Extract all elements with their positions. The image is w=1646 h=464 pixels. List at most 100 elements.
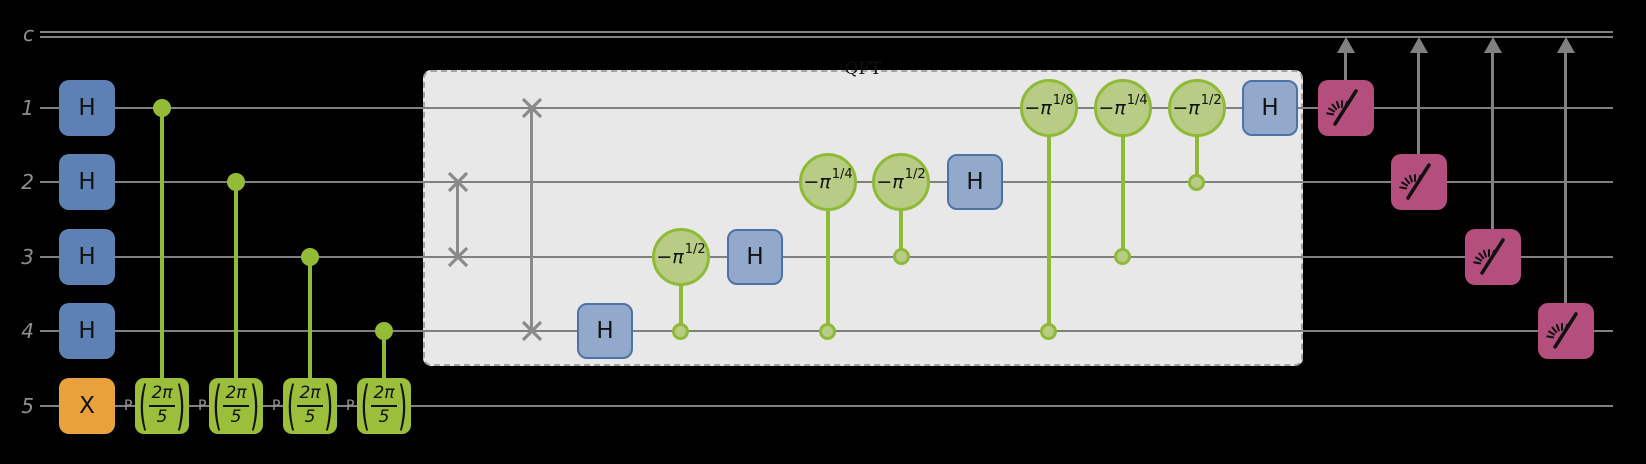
- hadamard-gate-qft-q3: H: [727, 229, 783, 285]
- cp-gate-line: [679, 257, 683, 333]
- fraction-bar: [149, 404, 175, 408]
- measure-arrow-icon: [1410, 37, 1428, 53]
- cp-gate-line: [1047, 108, 1051, 332]
- measure-arrow-icon: [1484, 37, 1502, 53]
- measure-gate-q2: [1391, 154, 1447, 210]
- cp-gate-label: −π: [1172, 97, 1200, 119]
- phase-control-dot: [672, 323, 689, 340]
- cp-gate-label: −π: [656, 246, 684, 268]
- cp-gate-exponent: 1/4: [1126, 92, 1148, 108]
- control-dot-q2: [227, 173, 245, 191]
- qubit-5-wire: [40, 405, 1613, 407]
- qubit-1-wire: [40, 107, 1613, 109]
- phase-gate-1: P ( 2π 5 ): [124, 375, 189, 437]
- phase-control-dot: [1114, 248, 1131, 265]
- cp-gate-label: −π: [1024, 97, 1052, 119]
- measure-gate-q3: [1465, 229, 1521, 285]
- measure-icon: [1326, 89, 1358, 126]
- cp-gate-line: [899, 182, 903, 258]
- qubit-1-label: 1: [21, 96, 34, 120]
- controlled-phase-gate: −π 1/2: [1168, 79, 1226, 137]
- phase-fraction-denominator: 5: [230, 406, 242, 427]
- phase-gate-name: P: [272, 398, 281, 414]
- phase-gate-3: P ( 2π 5 ): [272, 375, 337, 437]
- open-paren: (: [138, 375, 148, 437]
- measure-icon: [1546, 312, 1578, 349]
- hadamard-gate-qft-q2: H: [947, 154, 1003, 210]
- control-dot-q3: [301, 248, 319, 266]
- phase-control-dot: [1040, 323, 1057, 340]
- swap-gate-line: [530, 108, 533, 332]
- cp-control-line: [382, 331, 386, 378]
- classical-wire-line-top: [40, 31, 1613, 33]
- cp-gate-exponent: 1/2: [904, 166, 926, 182]
- measure-line: [1564, 52, 1567, 303]
- phase-control-dot: [1188, 174, 1205, 191]
- cp-gate-line: [826, 182, 830, 332]
- control-dot-q4: [375, 322, 393, 340]
- qft-group-box: [423, 70, 1303, 366]
- qubit-5-label: 5: [21, 394, 34, 418]
- phase-fraction: 2π 5: [149, 385, 175, 426]
- phase-control-dot: [893, 248, 910, 265]
- phase-gate-4: P ( 2π 5 ): [346, 375, 411, 437]
- hadamard-gate-q3: H: [59, 229, 115, 285]
- phase-gate-2: P ( 2π 5 ): [198, 375, 263, 437]
- swap-cross-icon: [521, 320, 543, 342]
- close-paren: ): [176, 375, 186, 437]
- cp-control-line: [308, 257, 312, 378]
- phase-fraction-numerator: 2π: [225, 383, 247, 404]
- classical-wire-label: c: [23, 22, 34, 46]
- measure-line: [1344, 52, 1347, 80]
- measure-icon: [1399, 163, 1431, 200]
- phase-gate-name: P: [198, 398, 207, 414]
- fraction-bar: [371, 404, 397, 408]
- cp-gate-label: −π: [803, 171, 831, 193]
- measure-line: [1417, 52, 1420, 154]
- measure-arrow-icon: [1337, 37, 1355, 53]
- cp-gate-exponent: 1/4: [831, 166, 853, 182]
- swap-gate-line: [456, 182, 459, 258]
- phase-fraction-numerator: 2π: [299, 383, 321, 404]
- swap-cross-icon: [447, 246, 469, 268]
- cp-control-line: [234, 182, 238, 378]
- open-paren: (: [212, 375, 222, 437]
- swap-cross-icon: [447, 171, 469, 193]
- qubit-4-label: 4: [21, 319, 34, 343]
- phase-gate-name: P: [124, 398, 133, 414]
- fraction-bar: [223, 404, 249, 408]
- close-paren: ): [250, 375, 260, 437]
- measure-arrow-icon: [1557, 37, 1575, 53]
- qubit-3-label: 3: [21, 245, 34, 269]
- cp-gate-line: [1195, 108, 1199, 183]
- close-paren: ): [398, 375, 408, 437]
- classical-wire-line-bottom: [40, 36, 1613, 38]
- open-paren: (: [286, 375, 296, 437]
- fraction-bar: [297, 404, 323, 408]
- hadamard-gate-q1: H: [59, 80, 115, 136]
- controlled-phase-gate: −π 1/4: [799, 153, 857, 211]
- hadamard-gate-qft-q1: H: [1242, 80, 1298, 136]
- phase-fraction-numerator: 2π: [151, 383, 173, 404]
- phase-fraction-denominator: 5: [378, 406, 390, 427]
- cp-gate-label: −π: [1098, 97, 1126, 119]
- measure-gate-q4: [1538, 303, 1594, 359]
- controlled-phase-gate: −π 1/2: [872, 153, 930, 211]
- phase-control-dot: [819, 323, 836, 340]
- phase-gate-name: P: [346, 398, 355, 414]
- cp-gate-exponent: 1/8: [1052, 92, 1074, 108]
- x-gate-q5: X: [59, 378, 115, 434]
- measure-gate-q1: [1318, 80, 1374, 136]
- qubit-2-label: 2: [21, 170, 34, 194]
- controlled-phase-gate: −π 1/2: [652, 228, 710, 286]
- control-dot-q1: [153, 99, 171, 117]
- measure-icon: [1473, 238, 1505, 275]
- controlled-phase-gate: −π 1/8: [1020, 79, 1078, 137]
- phase-fraction-denominator: 5: [156, 406, 168, 427]
- cp-control-line: [160, 108, 164, 378]
- phase-fraction: 2π 5: [223, 385, 249, 426]
- cp-gate-exponent: 1/2: [1200, 92, 1222, 108]
- phase-fraction: 2π 5: [297, 385, 323, 426]
- phase-fraction-numerator: 2π: [373, 383, 395, 404]
